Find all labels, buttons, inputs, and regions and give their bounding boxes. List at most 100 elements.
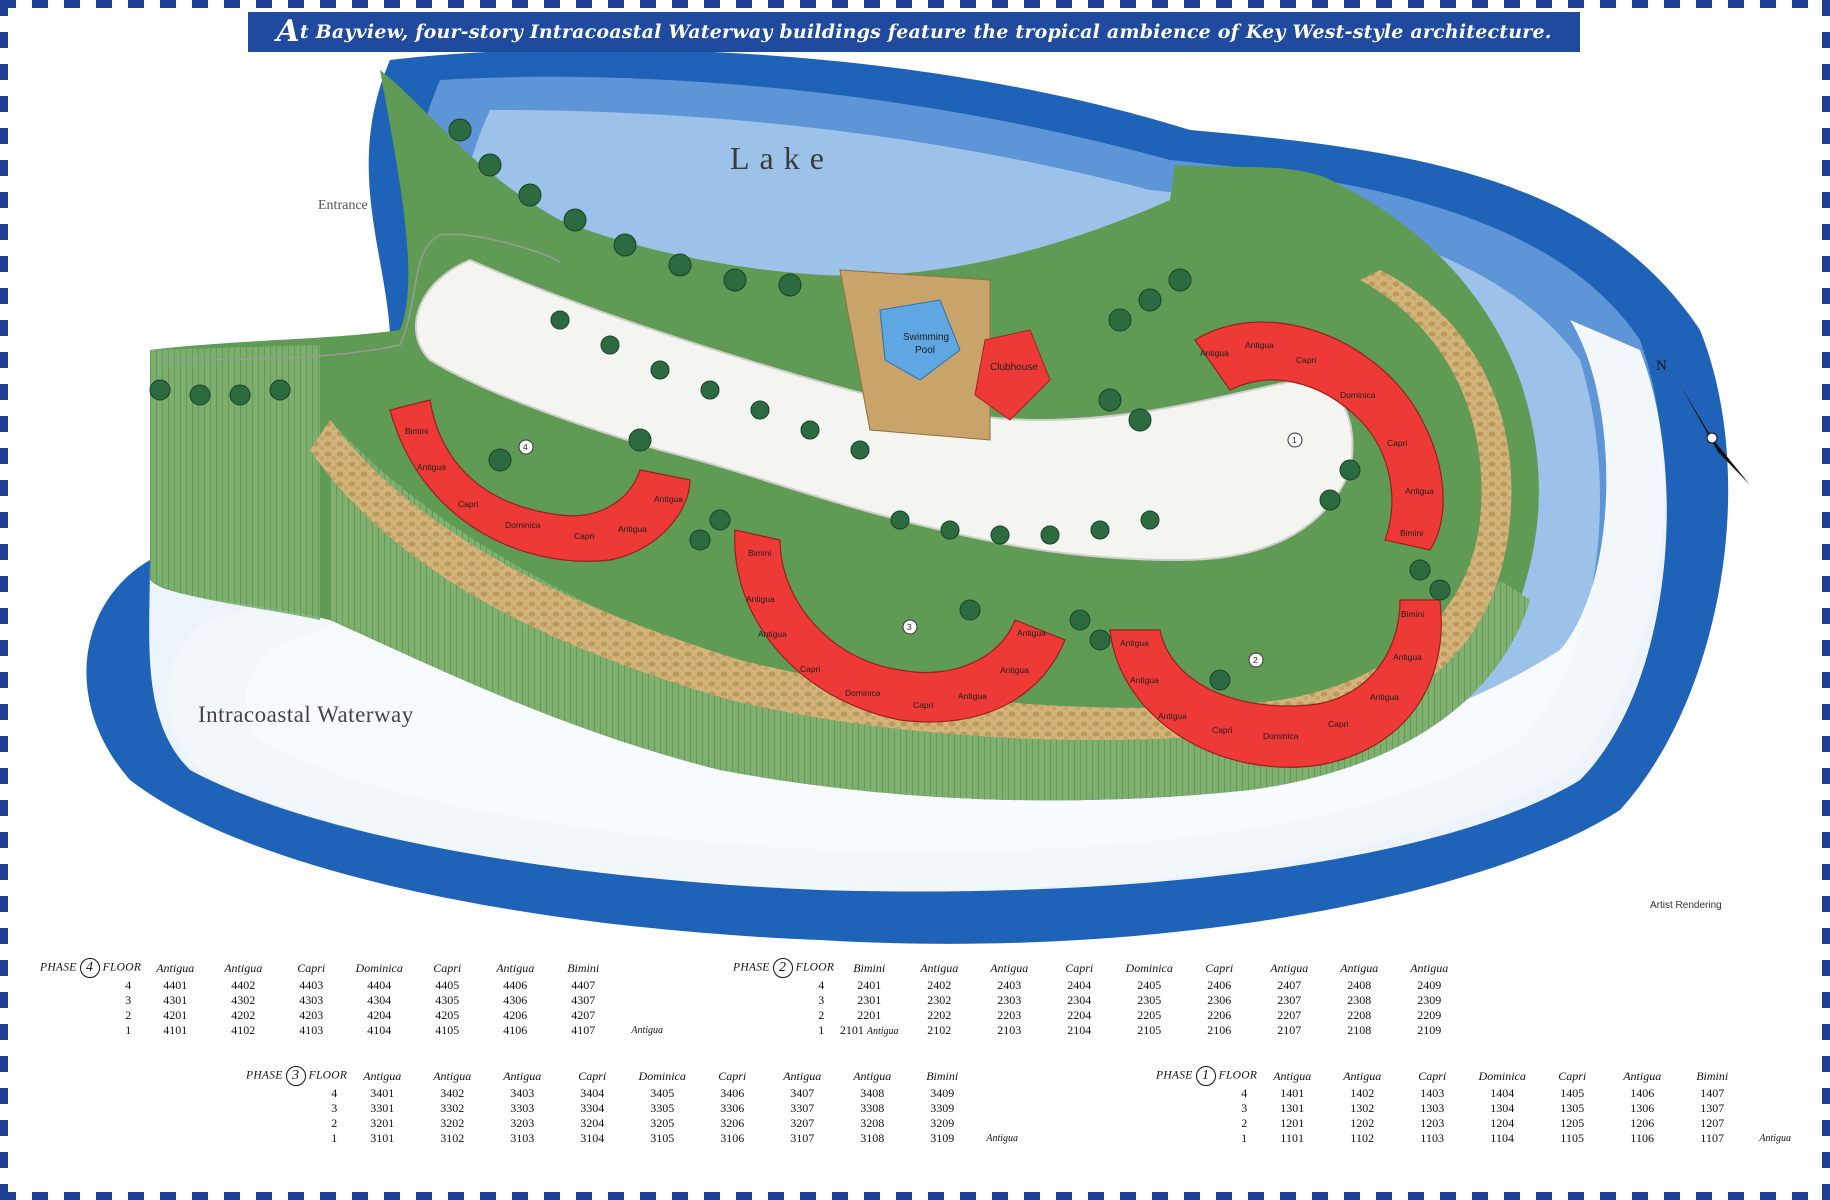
b2-unit-label: Antigua — [1158, 711, 1187, 721]
floor-number: 3 — [331, 1101, 338, 1115]
table-row: 4 2401 2402 2403 2404 2405 2406 2407 2408 2409 — [733, 978, 1464, 993]
checkered-border-bottom — [0, 1192, 1830, 1200]
floor-number: 4 — [125, 978, 132, 992]
unit-number: 3307 — [790, 1101, 815, 1115]
unit-number: 2406 — [1207, 978, 1232, 992]
phase-3-table: PHASE 3 FLOOR Antigua Antigua Antigua Capr… — [246, 1066, 1027, 1146]
b1-unit-label: Dominica — [1340, 390, 1376, 400]
unit-note — [977, 1086, 1027, 1101]
column-header: Capri — [1205, 960, 1234, 975]
floor-number: 2 — [331, 1116, 338, 1130]
unit-number: 4401 — [163, 978, 188, 992]
table-row: 1 2101 Antigua 2102 2103 2104 2105 2106 2107 21… — [733, 1023, 1464, 1038]
unit-number: 3401 — [370, 1086, 395, 1100]
table-row: 3 2301 2302 2303 2304 2305 2306 2307 2308 2309 — [733, 993, 1464, 1008]
b3-unit-label: Antigua — [1017, 628, 1046, 638]
unit-number: 1202 — [1350, 1116, 1375, 1130]
unit-number: 2208 — [1347, 1008, 1372, 1022]
unit-number: 4307 — [571, 993, 596, 1007]
phase-1-table: PHASE 1 FLOOR Antigua Antigua Capri Domini… — [1156, 1066, 1803, 1146]
b2-unit-label: Bimini — [1401, 609, 1424, 619]
b3-number: 3 — [907, 622, 912, 632]
unit-number: 2401 — [857, 978, 882, 992]
unit-number: 2204 — [1067, 1008, 1092, 1022]
b3-unit-label: Dominica — [845, 688, 881, 698]
unit-number: 2101 — [839, 1023, 864, 1037]
unit-number: 3108 — [860, 1131, 885, 1145]
column-header: Capri — [1065, 960, 1094, 975]
unit-number: 1301 — [1280, 1101, 1305, 1115]
b4-number: 4 — [523, 442, 528, 452]
table-row: 4 4401 4402 4403 4404 4405 4406 4407 — [40, 978, 677, 993]
column-header: Antigua — [224, 960, 263, 975]
unit-number: 3202 — [440, 1116, 465, 1130]
unit-number: 4306 — [503, 993, 528, 1007]
b2-unit-label: Antigua — [1370, 692, 1399, 702]
table-row: 3 3301 3302 3303 3304 3305 3306 3307 3308 3309 — [246, 1101, 1027, 1116]
unit-number: 4302 — [231, 993, 256, 1007]
column-header: Bimini — [567, 960, 600, 975]
unit-number: 2408 — [1347, 978, 1372, 992]
column-header: Dominica — [1478, 1068, 1526, 1083]
unit-number: 2305 — [1137, 993, 1162, 1007]
unit-note — [977, 1116, 1027, 1131]
unit-number: 3203 — [510, 1116, 535, 1130]
column-header: Antigua — [503, 1068, 542, 1083]
unit-number: 2109 — [1417, 1023, 1442, 1037]
phase-number-circle: 3 — [285, 1066, 306, 1086]
unit-number: 2202 — [927, 1008, 952, 1022]
unit-number: 1406 — [1630, 1086, 1655, 1100]
unit-note — [1747, 1101, 1803, 1116]
unit-number: 3301 — [370, 1101, 395, 1115]
stone-path — [310, 270, 1512, 740]
unit-number: 3209 — [930, 1116, 955, 1130]
b4-unit-label: Antigua — [618, 524, 647, 534]
unit-number: 2103 — [997, 1023, 1022, 1037]
headline-initial: A — [276, 14, 300, 49]
unit-number: 4405 — [435, 978, 460, 992]
phase-4-table: PHASE 4 FLOOR Antigua Antigua Capri Domini… — [40, 958, 677, 1038]
unit-number: 4301 — [163, 993, 188, 1007]
unit-number: 4105 — [435, 1023, 460, 1037]
unit-number: 3208 — [860, 1116, 885, 1130]
clubhouse-label: Clubhouse — [990, 362, 1038, 373]
phase-number-circle: 4 — [79, 958, 100, 978]
b1-number: 1 — [1292, 435, 1297, 445]
b1-unit-label: Antigua — [1245, 340, 1274, 350]
unit-number: 2205 — [1137, 1008, 1162, 1022]
unit-number: 1103 — [1420, 1131, 1444, 1145]
unit-number: 1102 — [1350, 1131, 1374, 1145]
b2-unit-label: Antigua — [1130, 675, 1159, 685]
unit-number: 3306 — [720, 1101, 745, 1115]
unit-number: 4106 — [503, 1023, 528, 1037]
unit-number-with-note: 2101 Antigua — [834, 1023, 904, 1038]
phase-4-heading: PHASE 4 FLOOR — [40, 958, 141, 978]
unit-number: 1405 — [1560, 1086, 1585, 1100]
unit-number: 2306 — [1207, 993, 1232, 1007]
unit-number: 1204 — [1490, 1116, 1515, 1130]
unit-number: 4104 — [367, 1023, 392, 1037]
table-row: 2 2201 2202 2203 2204 2205 2206 2207 2208 2209 — [733, 1008, 1464, 1023]
unit-number: 3206 — [720, 1116, 745, 1130]
unit-number: 2304 — [1067, 993, 1092, 1007]
unit-number: 2404 — [1067, 978, 1092, 992]
unit-number: 3304 — [580, 1101, 605, 1115]
unit-number: 1307 — [1700, 1101, 1725, 1115]
unit-note: Antigua — [1759, 1133, 1792, 1144]
unit-number: 4305 — [435, 993, 460, 1007]
unit-number: 4205 — [435, 1008, 460, 1022]
unit-note: Antigua — [986, 1133, 1019, 1144]
unit-number: 3409 — [930, 1086, 955, 1100]
unit-number: 3201 — [370, 1116, 395, 1130]
unit-number: 1104 — [1490, 1131, 1514, 1145]
b4-unit-label: Antigua — [417, 462, 446, 472]
unit-note — [617, 993, 677, 1008]
floor-word: FLOOR — [308, 1069, 348, 1082]
b3-unit-label: Antigua — [1000, 665, 1029, 675]
floor-number: 2 — [1241, 1116, 1248, 1130]
unit-number: 3302 — [440, 1101, 465, 1115]
column-header: Capri — [433, 960, 462, 975]
b2-unit-label: Capri — [1328, 719, 1348, 729]
